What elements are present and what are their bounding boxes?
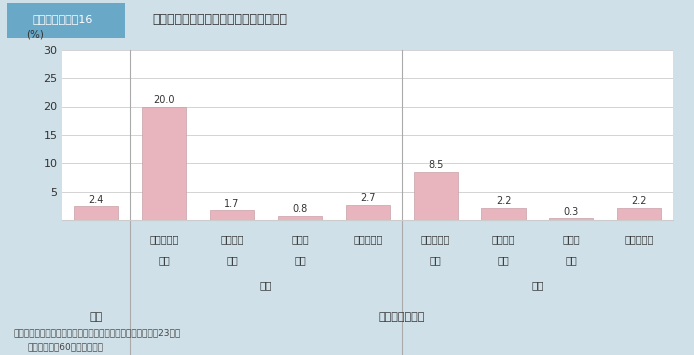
Text: 男性（計）: 男性（計） xyxy=(353,234,382,244)
Text: 資料：内閣府「高齢者の経済生活に関する意識調査」（平成23年）: 資料：内閣府「高齢者の経済生活に関する意識調査」（平成23年） xyxy=(14,328,181,337)
Text: 世帯: 世帯 xyxy=(430,256,441,266)
Bar xyxy=(346,205,390,220)
Text: 性・世帯構成別: 性・世帯構成別 xyxy=(378,312,425,322)
Text: 世帯: 世帯 xyxy=(226,256,238,266)
Text: 0.3: 0.3 xyxy=(564,207,579,217)
Text: 8.5: 8.5 xyxy=(428,160,443,170)
Text: 2.2: 2.2 xyxy=(496,196,511,206)
Text: 世帯: 世帯 xyxy=(294,256,306,266)
Text: 全体: 全体 xyxy=(90,312,103,322)
Text: 1.7: 1.7 xyxy=(224,199,240,209)
Bar xyxy=(482,208,525,220)
Text: 女性: 女性 xyxy=(531,280,543,290)
Text: 夫婦のみ: 夫婦のみ xyxy=(221,234,244,244)
Bar xyxy=(278,215,322,220)
Text: 0.8: 0.8 xyxy=(292,204,307,214)
Text: (%): (%) xyxy=(26,29,44,39)
Text: その他: その他 xyxy=(563,234,580,244)
Text: 困ったときに頼れる人がいない人の割合: 困ったときに頼れる人がいない人の割合 xyxy=(153,13,288,26)
Bar xyxy=(550,218,593,220)
Bar xyxy=(617,208,661,220)
Text: 夫婦のみ: 夫婦のみ xyxy=(492,234,515,244)
Text: 世帯: 世帯 xyxy=(566,256,577,266)
Text: 図１－２－６－16: 図１－２－６－16 xyxy=(33,14,92,24)
Text: その他: その他 xyxy=(291,234,309,244)
FancyBboxPatch shape xyxy=(7,4,125,38)
Text: 男性: 男性 xyxy=(260,280,272,290)
Text: 一人暮らし: 一人暮らし xyxy=(150,234,179,244)
Text: 2.7: 2.7 xyxy=(360,193,375,203)
Text: 2.2: 2.2 xyxy=(632,196,647,206)
Bar xyxy=(142,106,186,220)
Bar xyxy=(414,172,458,220)
Text: 2.4: 2.4 xyxy=(89,195,104,205)
Bar xyxy=(74,207,119,220)
Text: 世帯: 世帯 xyxy=(498,256,509,266)
Bar xyxy=(210,211,254,220)
Text: （注）対象は60歳以上の男女: （注）対象は60歳以上の男女 xyxy=(28,343,104,351)
Text: 女性（計）: 女性（計） xyxy=(625,234,654,244)
Text: 世帯: 世帯 xyxy=(158,256,170,266)
Text: 一人暮らし: 一人暮らし xyxy=(421,234,450,244)
Text: 20.0: 20.0 xyxy=(153,95,175,105)
